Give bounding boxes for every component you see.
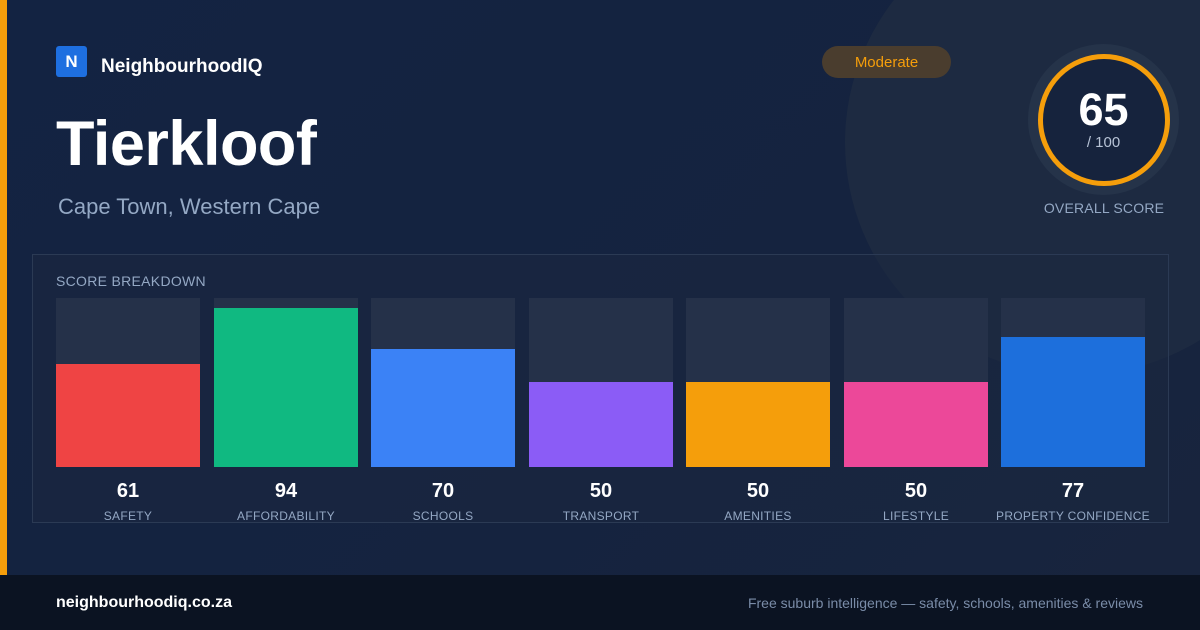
- bar-track: [214, 298, 358, 467]
- suburb-location: Cape Town, Western Cape: [58, 194, 321, 219]
- bar-fill: [844, 382, 988, 467]
- footer: neighbourhoodiq.co.za Free suburb intell…: [0, 575, 1200, 630]
- brand: N NeighbourhoodIQ: [56, 46, 262, 77]
- bar-label: PROPERTY CONFIDENCE: [996, 509, 1150, 523]
- rating-badge: Moderate: [822, 46, 951, 78]
- breakdown-bar-transport: 50 TRANSPORT: [529, 298, 673, 523]
- overall-score-ring: 65 / 100: [1028, 44, 1179, 195]
- breakdown-bar-amenities: 50 AMENITIES: [686, 298, 830, 523]
- bar-value: 50: [589, 480, 613, 502]
- breakdown-title: SCORE BREAKDOWN: [56, 273, 206, 289]
- bar-track: [686, 298, 830, 467]
- bar-value: 50: [746, 480, 770, 502]
- overall-score-label: OVERALL SCORE: [1043, 200, 1165, 216]
- bar-value: 94: [274, 480, 298, 502]
- bar-label: SCHOOLS: [412, 509, 474, 523]
- accent-strip: [0, 0, 7, 575]
- suburb-name: Tierkloof: [56, 109, 317, 179]
- bar-fill: [529, 382, 673, 467]
- bar-fill: [686, 382, 830, 467]
- overall-score-max: / 100: [1086, 134, 1121, 151]
- footer-domain: neighbourhoodiq.co.za: [56, 594, 232, 611]
- bar-value: 61: [116, 480, 140, 502]
- share-card: N NeighbourhoodIQ Tierkloof Cape Town, W…: [0, 0, 1200, 575]
- brand-name: NeighbourhoodIQ: [101, 55, 263, 77]
- bar-label: SAFETY: [103, 509, 153, 523]
- breakdown-bar-property-confidence: 77 PROPERTY CONFIDENCE: [996, 298, 1150, 523]
- bar-track: [844, 298, 988, 467]
- bar-label: AMENITIES: [724, 509, 792, 523]
- bar-fill: [56, 364, 200, 467]
- breakdown-bar-affordability: 94 AFFORDABILITY: [214, 298, 358, 523]
- bar-label: LIFESTYLE: [882, 509, 950, 523]
- bar-value: 77: [1061, 480, 1085, 502]
- bar-fill: [214, 308, 358, 467]
- bar-fill: [1001, 337, 1145, 467]
- overall-score-value: 65: [1078, 84, 1129, 135]
- footer-tagline: Free suburb intelligence — safety, schoo…: [747, 595, 1143, 611]
- bar-label: AFFORDABILITY: [237, 509, 335, 523]
- bar-track: [371, 298, 515, 467]
- bar-fill: [371, 349, 515, 467]
- bar-track: [1001, 298, 1145, 467]
- bar-value: 70: [431, 480, 455, 502]
- bar-track: [56, 298, 200, 467]
- bar-value: 50: [904, 480, 928, 502]
- score-breakdown-panel: SCORE BREAKDOWN 61 SAFETY 94 AFFORDABILITY 7…: [32, 254, 1169, 523]
- breakdown-bars: 61 SAFETY 94 AFFORDABILITY 70 SCHOOLS 50 TRANSP…: [56, 298, 1150, 523]
- brand-logo-icon: N: [56, 46, 87, 77]
- bar-label: TRANSPORT: [562, 509, 640, 523]
- breakdown-bar-schools: 70 SCHOOLS: [371, 298, 515, 523]
- breakdown-bar-safety: 61 SAFETY: [56, 298, 200, 523]
- overall-score-dial: 65 / 100: [1037, 53, 1170, 186]
- bar-track: [529, 298, 673, 467]
- breakdown-bar-lifestyle: 50 LIFESTYLE: [844, 298, 988, 523]
